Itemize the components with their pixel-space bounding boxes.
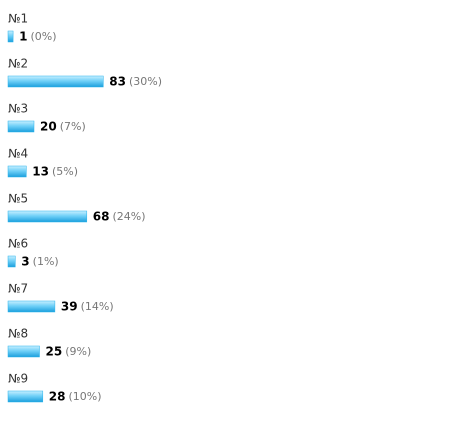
vote-count: 20: [40, 120, 57, 134]
vote-share: (10%): [69, 390, 102, 403]
bar: [7, 75, 104, 88]
vote-count: 1: [19, 30, 27, 44]
bar: [7, 165, 27, 178]
option-label: №1: [8, 12, 28, 26]
option-label: №4: [8, 147, 28, 161]
vote-count: 39: [61, 300, 78, 314]
vote-count: 28: [49, 390, 66, 404]
vote-count: 83: [109, 75, 126, 89]
bar: [7, 210, 88, 223]
vote-share: (1%): [33, 255, 59, 268]
option-label: №8: [8, 327, 28, 341]
vote-share: (5%): [52, 165, 78, 178]
bar: [7, 390, 44, 403]
vote-count: 68: [93, 210, 110, 224]
vote-share: (7%): [60, 120, 86, 133]
bar: [7, 30, 14, 43]
option-label: №3: [8, 102, 28, 116]
option-label: №7: [8, 282, 28, 296]
vote-share: (0%): [30, 30, 56, 43]
vote-share: (24%): [113, 210, 146, 223]
option-label: №6: [8, 237, 28, 251]
bar: [7, 120, 35, 133]
vote-count: 25: [46, 345, 63, 359]
vote-share: (14%): [81, 300, 114, 313]
bar: [7, 255, 16, 268]
vote-share: (9%): [65, 345, 91, 358]
option-label: №5: [8, 192, 28, 206]
option-label: №9: [8, 372, 28, 386]
vote-share: (30%): [129, 75, 162, 88]
option-label: №2: [8, 57, 28, 71]
vote-count: 13: [32, 165, 49, 179]
bar: [7, 300, 56, 313]
vote-count: 3: [21, 255, 29, 269]
bar: [7, 345, 40, 358]
